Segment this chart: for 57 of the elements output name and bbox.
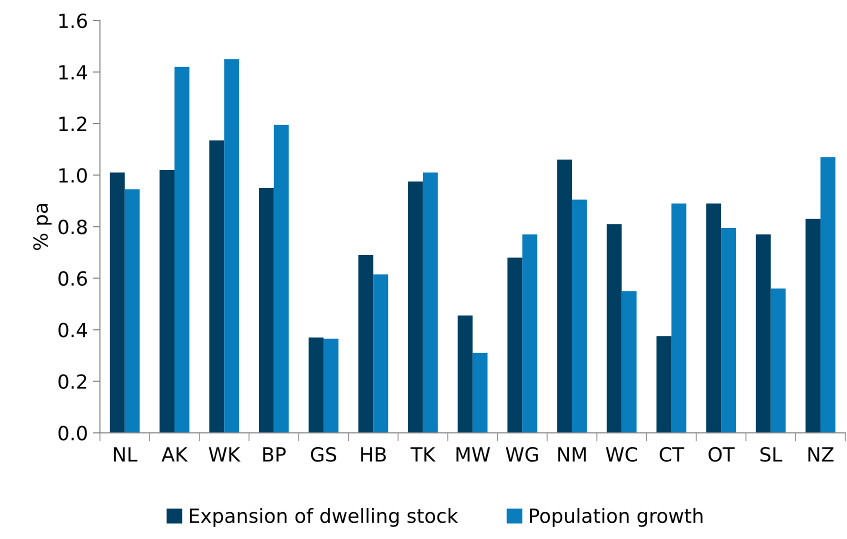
bar xyxy=(671,203,686,433)
x-tick-label: WK xyxy=(208,447,241,462)
bar xyxy=(358,255,374,433)
y-tick-label: 0.4 xyxy=(58,322,88,338)
bar xyxy=(706,203,722,433)
x-tick-label: MW xyxy=(456,447,490,462)
y-tick-label: 0.2 xyxy=(58,374,86,389)
y-tick-label: 1.2 xyxy=(59,116,86,131)
bar xyxy=(572,200,587,433)
y-axis-title: % pa xyxy=(33,204,52,250)
y-tick-label: 1.6 xyxy=(59,13,87,28)
bar xyxy=(209,140,224,433)
x-tick-label: OT xyxy=(708,447,735,462)
bar xyxy=(258,188,274,433)
bar xyxy=(174,66,190,433)
x-tick-label: GS xyxy=(310,447,336,462)
x-tick-label: TK xyxy=(410,447,436,462)
bar xyxy=(110,172,125,433)
bar xyxy=(160,170,174,433)
bar xyxy=(324,338,338,433)
x-tick-label: BP xyxy=(263,447,286,462)
bar xyxy=(274,124,289,433)
bar xyxy=(458,316,473,433)
bar xyxy=(806,218,820,433)
x-tick-label: NM xyxy=(558,447,586,462)
bar xyxy=(422,172,438,433)
bar xyxy=(124,189,140,433)
bar xyxy=(557,160,572,433)
bar xyxy=(656,336,672,433)
x-tick-label: NL xyxy=(114,447,138,462)
bar xyxy=(606,224,622,433)
legend-label: Population growth xyxy=(530,508,702,527)
x-tick-label: HB xyxy=(361,447,386,462)
y-tick-label: 0.0 xyxy=(58,426,87,440)
legend-label: Expansion of dwelling stock xyxy=(190,508,458,527)
bar xyxy=(756,234,771,433)
bar xyxy=(308,337,324,433)
bar xyxy=(472,352,488,433)
y-tick-label: 0.6 xyxy=(58,271,87,286)
x-tick-label: NZ xyxy=(808,447,834,462)
bar xyxy=(721,228,736,433)
bar xyxy=(507,258,522,433)
bar xyxy=(408,182,423,433)
y-tick-label: 1.0 xyxy=(59,168,87,183)
bar xyxy=(373,274,388,433)
bar xyxy=(622,291,637,433)
y-tick-label: 1.4 xyxy=(59,65,88,80)
bar xyxy=(770,288,786,433)
y-tick-label: 0.8 xyxy=(58,220,87,234)
x-tick-label: AK xyxy=(162,447,188,462)
x-tick-label: CT xyxy=(660,447,684,462)
bar xyxy=(224,59,240,433)
x-tick-label: WC xyxy=(606,447,638,462)
x-tick-label: SL xyxy=(760,447,782,462)
x-tick-label: WG xyxy=(506,447,538,462)
bar xyxy=(820,157,836,433)
bar xyxy=(522,234,538,433)
